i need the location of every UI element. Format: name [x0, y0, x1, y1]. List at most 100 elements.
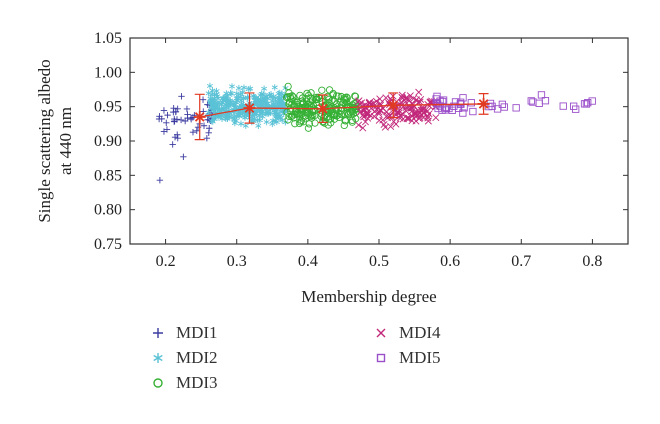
- data-point: [164, 111, 171, 119]
- y-tick-label: 0.85: [94, 167, 122, 184]
- data-point: [572, 105, 580, 113]
- data-point: [251, 94, 258, 102]
- data-point: [329, 91, 337, 99]
- data-point: [285, 112, 293, 121]
- data-point: [321, 119, 329, 127]
- data-point: [305, 110, 313, 119]
- data-point: [529, 98, 537, 106]
- data-point: [351, 92, 359, 100]
- data-point: [361, 118, 369, 126]
- data-point: [269, 120, 276, 128]
- data-point: [261, 85, 268, 92]
- axes: 0.2 0.3 0.4 0.5 0.6 0.7 0.8 0.75 0.80 0.85 0.90 0.9…: [35, 30, 628, 306]
- data-point: [360, 113, 368, 121]
- data-point: [163, 126, 171, 133]
- data-point: [294, 103, 302, 111]
- data-point: [289, 93, 297, 101]
- data-point: [163, 119, 170, 126]
- legend-item-mdi2: MDI2: [150, 348, 218, 368]
- data-point: [207, 99, 214, 107]
- square-marker-icon: [376, 353, 386, 363]
- data-point: [469, 107, 477, 116]
- x-tick-label: 0.2: [156, 253, 176, 270]
- data-point: [356, 100, 364, 108]
- data-point: [271, 84, 278, 91]
- data-point: [335, 113, 343, 122]
- data-point: [410, 95, 418, 103]
- data-point: [255, 122, 262, 130]
- data-point: [445, 104, 453, 113]
- data-point: [208, 118, 215, 125]
- y-tick-label: 0.75: [94, 236, 122, 253]
- data-point: [339, 98, 347, 107]
- data-point: [199, 96, 207, 103]
- data-point: [376, 95, 384, 103]
- data-point: [582, 100, 591, 108]
- data-point: [424, 112, 432, 120]
- data-point: [171, 133, 179, 141]
- data-point: [174, 135, 181, 142]
- data-point: [527, 97, 535, 105]
- mean-point: [316, 102, 329, 115]
- data-point: [396, 114, 404, 122]
- data-point: [382, 94, 390, 102]
- data-point: [459, 109, 467, 117]
- data-point: [411, 110, 419, 118]
- data-point: [171, 115, 178, 123]
- data-point: [415, 88, 423, 96]
- data-point: [231, 101, 238, 109]
- data-point: [359, 124, 367, 132]
- data-point: [206, 82, 213, 90]
- data-point: [286, 98, 294, 106]
- data-point: [373, 106, 381, 114]
- data-point: [224, 92, 231, 100]
- data-point: [240, 94, 247, 102]
- data-point: [256, 112, 263, 119]
- mean-line-with-errorbars: [193, 92, 490, 141]
- data-point: [432, 114, 440, 122]
- data-point: [333, 92, 341, 100]
- legend-label: MDI5: [399, 348, 441, 367]
- data-point: [227, 89, 234, 97]
- plot-frame: [129, 37, 629, 245]
- legend-item-mdi1: MDI1: [150, 323, 218, 343]
- data-point: [253, 100, 260, 107]
- data-point: [256, 117, 263, 124]
- data-point: [383, 108, 391, 116]
- data-point: [330, 115, 339, 123]
- y-tick-label: 0.95: [94, 99, 122, 116]
- data-point: [291, 120, 299, 128]
- data-point: [343, 109, 351, 117]
- asterisk-marker-icon: [153, 353, 163, 363]
- data-point: [160, 107, 168, 114]
- data-point: [208, 104, 215, 111]
- data-point: [287, 94, 295, 103]
- data-point: [387, 122, 395, 131]
- legend-label: MDI3: [176, 373, 218, 392]
- data-point: [275, 90, 282, 97]
- x-tick-label: 0.6: [440, 253, 460, 270]
- data-point: [364, 110, 372, 118]
- x-axis-label: Membership degree: [301, 287, 436, 306]
- circle-marker-icon: [153, 378, 163, 388]
- data-point: [408, 108, 416, 116]
- data-point: [206, 125, 213, 132]
- data-point: [231, 119, 238, 127]
- data-point: [156, 176, 164, 184]
- data-point: [295, 119, 304, 128]
- data-point: [433, 92, 441, 101]
- y-tick-label: 1.00: [94, 64, 122, 81]
- data-point: [269, 117, 276, 124]
- data-point: [233, 95, 240, 102]
- data-point: [237, 120, 244, 127]
- data-point: [193, 127, 200, 135]
- data-point: [213, 101, 221, 109]
- data-point: [279, 117, 286, 124]
- data-point: [415, 115, 423, 123]
- data-point: [236, 113, 243, 120]
- data-point: [416, 98, 424, 106]
- plus-marker-icon: [153, 328, 163, 338]
- data-point: [224, 115, 231, 122]
- data-point: [398, 110, 406, 118]
